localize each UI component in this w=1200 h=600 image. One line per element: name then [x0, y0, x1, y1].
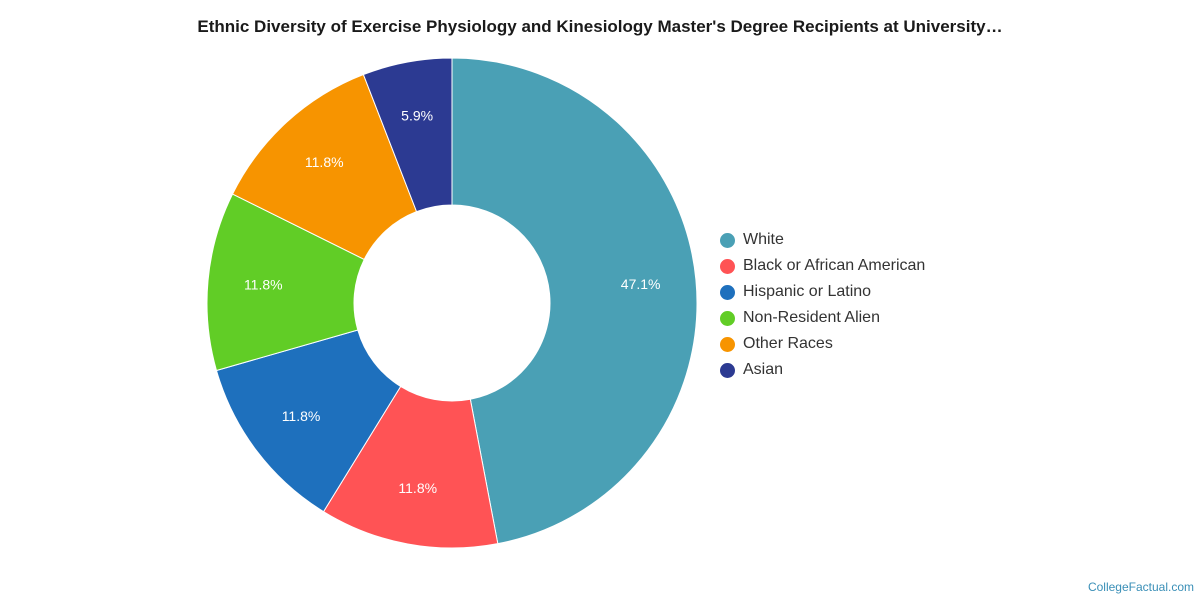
legend-item-non-resident-alien[interactable]: Non-Resident Alien	[720, 305, 925, 331]
legend-item-white[interactable]: White	[720, 227, 925, 253]
legend-item-black-or-african-american[interactable]: Black or African American	[720, 253, 925, 279]
legend-swatch-hispanic-or-latino	[720, 284, 735, 300]
legend-swatch-white	[720, 232, 735, 248]
legend-label: Hispanic or Latino	[743, 283, 872, 300]
slice-asian[interactable]	[362, 57, 453, 213]
slice-label-other-races: 11.8%	[305, 154, 344, 170]
slice-label-hispanic-or-latino: 11.8%	[282, 408, 321, 424]
legend-swatch-black-or-african-american	[720, 258, 735, 274]
slice-label-white: 47.1%	[621, 276, 661, 292]
chart-legend: White Black or African American Hispanic o…	[720, 227, 925, 383]
slice-white[interactable]	[451, 57, 698, 545]
legend-item-hispanic-or-latino[interactable]: Hispanic or Latino	[720, 279, 925, 305]
slice-other-races[interactable]	[231, 73, 418, 261]
slice-label-non-resident-alien: 11.8%	[244, 276, 283, 292]
credit-link[interactable]: CollegeFactual.com	[1087, 580, 1194, 594]
chart-title: Ethnic Diversity of Exercise Physiology …	[197, 17, 1003, 36]
legend-label: Black or African American	[743, 257, 926, 274]
slice-hispanic-or-latino[interactable]	[215, 329, 402, 513]
legend-label: Asian	[743, 361, 784, 378]
legend-item-other-races[interactable]: Other Races	[720, 331, 925, 357]
legend-item-asian[interactable]: Asian	[720, 357, 925, 383]
legend-swatch-non-resident-alien	[720, 310, 735, 326]
slice-label-black-or-african-american: 11.8%	[398, 480, 437, 496]
slice-non-resident-alien[interactable]	[206, 193, 365, 372]
legend-swatch-asian	[720, 362, 735, 378]
legend-label: Non-Resident Alien	[743, 309, 880, 326]
legend-swatch-other-races	[720, 336, 735, 352]
legend-label: Other Races	[743, 335, 833, 352]
slice-black-or-african-american[interactable]	[322, 385, 499, 549]
slice-label-asian: 5.9%	[401, 107, 433, 123]
legend-label: White	[743, 231, 784, 248]
